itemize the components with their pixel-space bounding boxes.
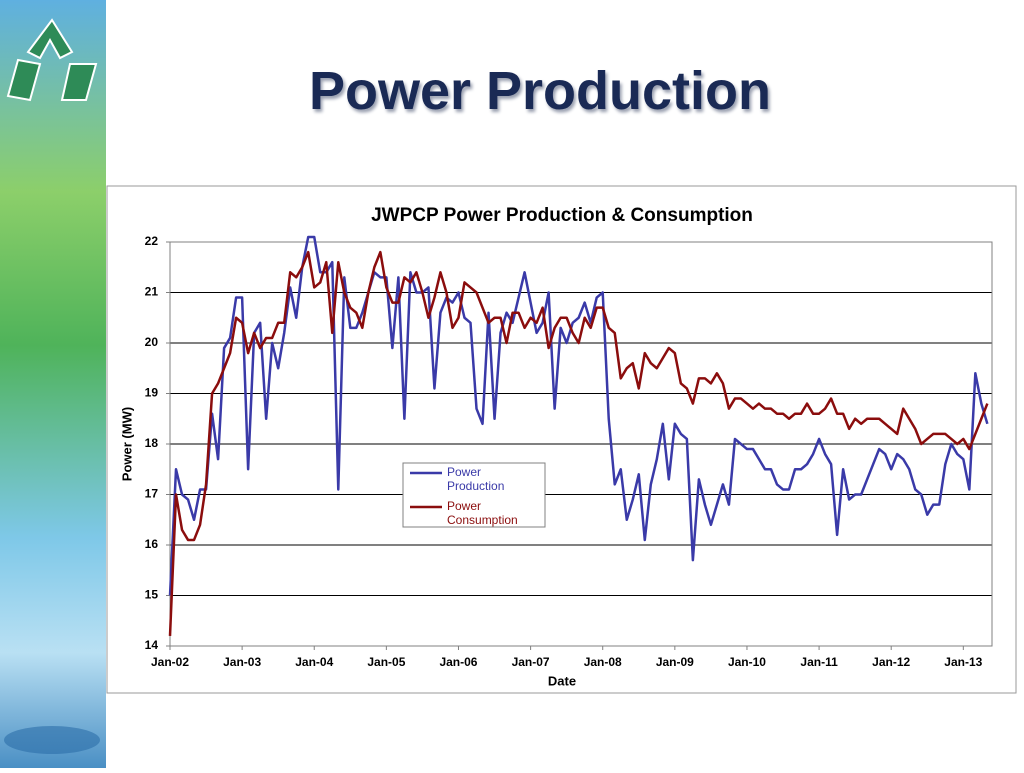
x-tick-label: Jan-02: [151, 655, 189, 669]
y-tick-label: 20: [145, 335, 159, 349]
recycle-icon: [6, 18, 98, 102]
y-tick-label: 22: [145, 234, 159, 248]
y-tick-label: 17: [145, 487, 159, 501]
x-tick-label: Jan-03: [223, 655, 261, 669]
x-tick-label: Jan-13: [944, 655, 982, 669]
y-tick-label: 18: [145, 436, 159, 450]
y-tick-label: 21: [145, 285, 159, 299]
side-decoration: [0, 0, 106, 768]
decoration-art: [4, 18, 100, 754]
chart-frame: [106, 185, 1017, 694]
x-tick-label: Jan-04: [295, 655, 333, 669]
y-axis-label: Power (MW): [119, 407, 134, 481]
x-tick-label: Jan-08: [584, 655, 622, 669]
slide-title: Power Production: [308, 61, 772, 121]
legend-label: Power Production: [447, 465, 505, 493]
x-axis-label: Date: [548, 673, 576, 688]
legend-label: Power Consumption: [447, 499, 518, 527]
data-line: [168, 235, 989, 596]
y-tick-label: 14: [145, 638, 159, 652]
x-tick-label: Jan-11: [800, 655, 838, 669]
x-tick-label: Jan-05: [367, 655, 405, 669]
data-line: [168, 250, 989, 636]
water-ripple: [4, 726, 100, 754]
y-tick-label: 16: [145, 537, 159, 551]
y-tick-label: 15: [145, 588, 159, 602]
x-tick-label: Jan-10: [728, 655, 766, 669]
x-tick-label: Jan-07: [512, 655, 550, 669]
chart-title: JWPCP Power Production & Consumption: [371, 205, 753, 226]
y-tick-label: 19: [145, 386, 159, 400]
x-tick-label: Jan-09: [656, 655, 694, 669]
x-tick-label: Jan-12: [872, 655, 910, 669]
x-tick-label: Jan-06: [439, 655, 477, 669]
